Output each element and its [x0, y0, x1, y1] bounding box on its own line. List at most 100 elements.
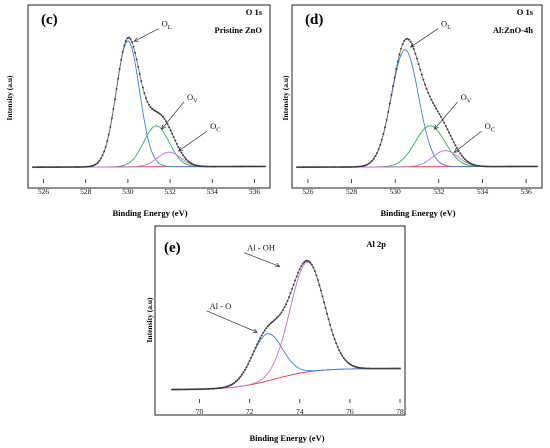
- data-point: [263, 329, 266, 332]
- data-point: [403, 40, 406, 42]
- data-point: [216, 387, 219, 390]
- data-point: [500, 165, 503, 168]
- data-point: [234, 380, 237, 383]
- data-point: [110, 117, 113, 120]
- data-point: [200, 165, 203, 168]
- data-point: [234, 165, 237, 168]
- data-point: [332, 333, 335, 336]
- data-point: [518, 165, 521, 168]
- data-point: [444, 125, 447, 127]
- data-point: [502, 165, 505, 168]
- annotation-label: OV: [187, 92, 198, 105]
- data-point: [342, 166, 345, 168]
- data-point: [499, 165, 502, 168]
- x-tick-label: 528: [346, 187, 358, 196]
- data-point: [383, 367, 386, 370]
- x-tick-label: 530: [122, 187, 134, 196]
- data-point: [109, 125, 112, 128]
- annotation-arrow: [134, 28, 159, 42]
- data-point: [253, 165, 256, 168]
- data-point: [329, 166, 332, 168]
- data-point: [239, 375, 242, 378]
- data-point: [313, 166, 316, 169]
- data-point: [209, 387, 211, 390]
- data-point: [331, 166, 334, 168]
- data-point: [486, 165, 489, 168]
- data-point: [165, 120, 167, 123]
- data-point: [259, 337, 262, 340]
- data-point: [146, 100, 149, 103]
- data-point: [47, 166, 50, 169]
- data-point: [230, 165, 232, 168]
- data-point: [512, 165, 514, 168]
- data-point: [143, 92, 146, 95]
- data-point: [334, 166, 337, 168]
- data-point: [368, 162, 370, 165]
- data-point: [508, 165, 511, 168]
- data-point: [350, 165, 353, 168]
- data-point: [380, 367, 383, 370]
- data-point: [344, 166, 346, 168]
- data-point: [416, 57, 418, 60]
- data-point: [483, 165, 486, 168]
- data-point: [399, 367, 401, 370]
- data-point: [250, 165, 253, 168]
- data-point: [484, 165, 487, 168]
- data-point: [446, 128, 449, 131]
- data-point: [409, 40, 412, 43]
- data-point: [32, 166, 34, 169]
- panel-e: (e) Al 2p Binding Energy (eV) Intensity …: [145, 225, 406, 443]
- data-point: [521, 165, 524, 168]
- data-point: [236, 379, 239, 382]
- data-point: [370, 367, 373, 370]
- data-point: [347, 361, 350, 364]
- data-point: [336, 166, 338, 168]
- data-point: [433, 104, 436, 107]
- data-point: [188, 161, 191, 163]
- data-point: [194, 164, 197, 167]
- data-point: [230, 383, 233, 386]
- data-point: [64, 166, 67, 168]
- panel-d-xlabel: Binding Energy (eV): [380, 208, 455, 218]
- data-point: [282, 309, 284, 312]
- panel-c-title: O 1s: [246, 7, 263, 17]
- annotation-arrowhead: [133, 37, 139, 42]
- data-point: [76, 166, 79, 168]
- data-point: [468, 162, 471, 164]
- data-point: [365, 367, 368, 370]
- data-point: [121, 50, 124, 53]
- data-point: [523, 165, 526, 168]
- data-point: [36, 166, 39, 169]
- data-point: [424, 83, 426, 86]
- data-point: [340, 166, 343, 168]
- data-point: [256, 343, 259, 346]
- data-point: [387, 111, 390, 113]
- panel-e-frame: [154, 225, 406, 416]
- data-point: [221, 386, 224, 389]
- data-point: [300, 166, 303, 169]
- data-point: [262, 331, 265, 334]
- data-point: [172, 136, 175, 139]
- annotation-arrow: [453, 130, 482, 153]
- data-point: [242, 165, 245, 168]
- x-tick-label: 526: [302, 187, 314, 196]
- data-point: [372, 157, 375, 160]
- data-point: [196, 164, 198, 167]
- data-point: [534, 165, 537, 168]
- data-point: [257, 165, 260, 168]
- data-point: [171, 132, 174, 135]
- data-point: [366, 163, 369, 166]
- data-point: [478, 165, 481, 167]
- annotation-arrow: [434, 101, 458, 130]
- data-point: [473, 164, 476, 166]
- data-point: [386, 367, 389, 370]
- data-point: [117, 77, 120, 80]
- data-point: [103, 150, 106, 153]
- data-point: [161, 115, 164, 118]
- x-tick-label: 536: [520, 187, 532, 196]
- data-point: [90, 165, 93, 167]
- data-point: [435, 107, 438, 110]
- data-point: [225, 385, 228, 388]
- data-point: [44, 166, 47, 169]
- panel-e-title: Al 2p: [366, 239, 386, 249]
